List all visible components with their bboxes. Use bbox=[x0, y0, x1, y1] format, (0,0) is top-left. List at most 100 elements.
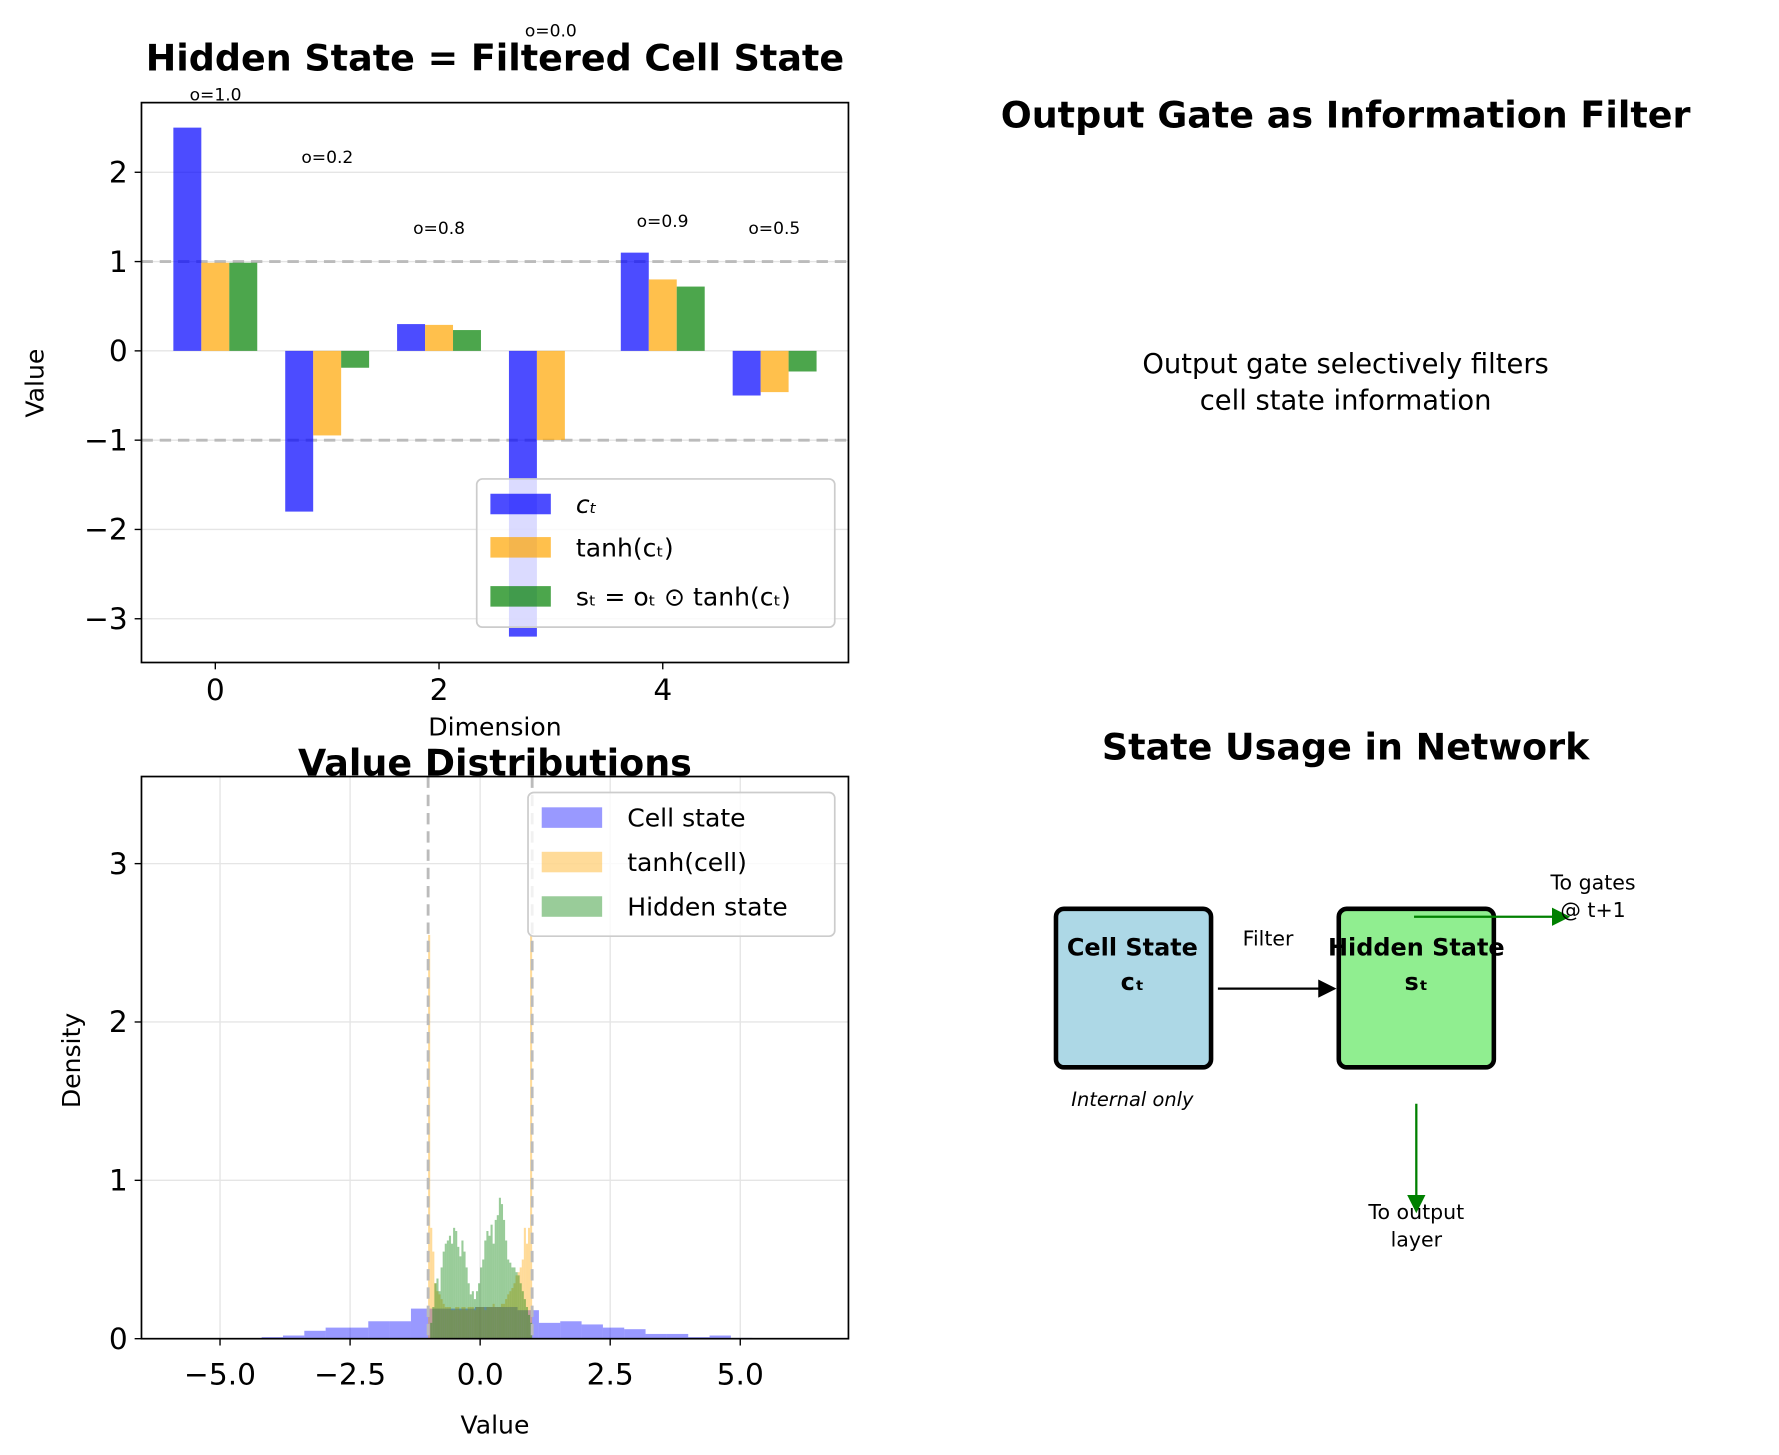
hist-bin-2-44 bbox=[519, 1283, 522, 1339]
hist-bin-1-17 bbox=[463, 1307, 466, 1339]
bar-chart: 210−1−2−30 2 4 o=1.0o=0.2o=0.8o=0.0o=0.9 o=… bbox=[20, 21, 850, 741]
bar-ytick-label: 2 bbox=[109, 155, 128, 190]
hist-bin-0-19 bbox=[666, 1333, 689, 1339]
hist-bin-1-28 bbox=[486, 1307, 489, 1339]
state-diagram: State Usage in Network Cell State cₜ Int… bbox=[1053, 725, 1636, 1251]
hist-bin-1-39 bbox=[509, 1291, 512, 1339]
hist-bin-2-18 bbox=[465, 1267, 468, 1339]
hist-bin-2-1 bbox=[430, 1322, 433, 1339]
hist-bin-1-4 bbox=[436, 1291, 439, 1339]
histogram-chart: 0 1 2 3 −5.0 −2.5 0.0 2.5 5.0 Cell state tanh(ce… bbox=[57, 775, 850, 1439]
hist-bin-1-45 bbox=[521, 1259, 524, 1339]
hist-bin-2-4 bbox=[436, 1278, 439, 1339]
bar-ytick-label: −1 bbox=[84, 422, 128, 457]
legend-swatch-tanh bbox=[541, 851, 603, 873]
hist-bin-1-5 bbox=[438, 1294, 441, 1339]
hist-bin-2-8 bbox=[444, 1243, 447, 1339]
hist-bin-1-2 bbox=[432, 1251, 435, 1339]
legend-label-cell: Cell state bbox=[627, 804, 745, 833]
hist-bin-2-11 bbox=[451, 1243, 454, 1339]
hist-bin-1-27 bbox=[484, 1310, 487, 1339]
hist-bin-1-20 bbox=[469, 1307, 472, 1339]
bar-xlabel: Dimension bbox=[428, 712, 561, 741]
hist-bin-1-1 bbox=[430, 1227, 433, 1339]
legend-swatch-ct bbox=[490, 493, 551, 515]
hist-bin-0-9 bbox=[453, 1308, 475, 1339]
hist-bin-2-46 bbox=[523, 1299, 526, 1339]
hist-ylabel: Density bbox=[57, 1013, 86, 1108]
hist-bin-1-36 bbox=[503, 1303, 506, 1339]
bar-legend: cₜ tanh(cₜ) sₜ = oₜ ⊙ tanh(cₜ) bbox=[475, 478, 836, 629]
filter-panel-title: Output Gate as Information Filter bbox=[1001, 94, 1691, 137]
hist-bin-0-1 bbox=[282, 1335, 305, 1339]
legend-box bbox=[527, 791, 836, 938]
cell-state-note: Internal only bbox=[1071, 1088, 1194, 1111]
hist-bin-2-21 bbox=[471, 1291, 474, 1339]
bar-ytick-label: 0 bbox=[109, 333, 128, 368]
hist-bin-1-48 bbox=[527, 1227, 531, 1339]
hist-bin-1-24 bbox=[478, 1307, 481, 1339]
hist-bin-0-16 bbox=[602, 1327, 625, 1339]
hist-ytick-label: 1 bbox=[109, 1163, 128, 1198]
to-gates-label-1: To gates bbox=[1550, 870, 1636, 894]
hist-ytick-label: 0 bbox=[109, 1321, 128, 1356]
hist-bin-2-38 bbox=[507, 1259, 510, 1339]
hist-bin-2-39 bbox=[509, 1262, 512, 1339]
hist-bin-2-9 bbox=[446, 1240, 449, 1339]
hist-bin-1-14 bbox=[457, 1307, 460, 1339]
hist-bin-2-7 bbox=[442, 1251, 445, 1339]
bar-1-4 bbox=[648, 279, 677, 351]
hist-legend: Cell state tanh(cell) Hidden state bbox=[527, 791, 836, 938]
hist-bin-1-43 bbox=[517, 1272, 520, 1339]
hist-bin-1-7 bbox=[442, 1303, 445, 1339]
hist-ticks: 0 1 2 3 −5.0 −2.5 0.0 2.5 5.0 bbox=[109, 846, 764, 1391]
hist-bin-1-40 bbox=[511, 1288, 514, 1339]
hist-bin-0-8 bbox=[432, 1308, 454, 1339]
hist-bin-0-4 bbox=[346, 1327, 369, 1339]
hist-bin-2-40 bbox=[511, 1267, 514, 1339]
hist-bin-0-11 bbox=[496, 1307, 518, 1339]
hist-axes-frame bbox=[140, 775, 850, 1340]
hidden-state-symbol: sₜ bbox=[1405, 968, 1429, 996]
hist-bin-1-32 bbox=[494, 1307, 497, 1339]
hist-bin-1-29 bbox=[488, 1307, 491, 1339]
hist-bin-2-28 bbox=[486, 1231, 489, 1339]
hist-bin-2-29 bbox=[488, 1235, 491, 1339]
gate-annotation: o=0.2 bbox=[301, 148, 353, 168]
bar-ytick-label: −3 bbox=[84, 601, 128, 636]
legend-label-tanh: tanh(cₜ) bbox=[576, 533, 674, 562]
to-output-label-1: To output bbox=[1367, 1200, 1464, 1224]
bar-xtick-label: 2 bbox=[430, 672, 449, 707]
hist-bin-1-25 bbox=[480, 1307, 483, 1339]
to-gates-label-2: @ t+1 bbox=[1560, 898, 1625, 922]
bar-2-4 bbox=[676, 286, 705, 351]
hist-bin-2-12 bbox=[453, 1227, 456, 1339]
hist-bin-2-36 bbox=[503, 1219, 506, 1339]
bar-title: Hidden State = Filtered Cell State bbox=[146, 37, 844, 80]
hist-bin-2-41 bbox=[513, 1267, 516, 1339]
bar-axes-frame bbox=[140, 101, 850, 664]
hist-bin-1-38 bbox=[507, 1294, 510, 1339]
hist-bin-0-13 bbox=[538, 1322, 561, 1339]
hidden-state-label: Hidden State bbox=[1328, 934, 1505, 962]
legend-label-st: sₜ = oₜ ⊙ tanh(cₜ) bbox=[576, 582, 791, 611]
hist-bin-2-23 bbox=[475, 1291, 479, 1339]
hist-bin-1-37 bbox=[505, 1299, 508, 1339]
legend-label-ct: cₜ bbox=[576, 490, 597, 519]
gate-annotation: o=0.8 bbox=[413, 219, 465, 239]
hist-bin-2-5 bbox=[438, 1291, 441, 1339]
hist-bin-0-3 bbox=[325, 1327, 347, 1339]
hist-bin-2-20 bbox=[469, 1294, 472, 1339]
hist-bin-2-37 bbox=[505, 1240, 508, 1339]
legend-swatch-tanh bbox=[490, 537, 551, 558]
hist-bin-1-49 bbox=[530, 934, 533, 1339]
hist-bin-2-27 bbox=[484, 1240, 487, 1339]
bar-0-5 bbox=[732, 350, 761, 396]
hist-bin-2-19 bbox=[467, 1283, 470, 1339]
bar-1-3 bbox=[536, 350, 565, 440]
hist-bin-2-48 bbox=[527, 1314, 531, 1339]
bar-reference-lines bbox=[141, 260, 849, 442]
bar-2-0 bbox=[229, 262, 258, 351]
bar-xtick-label: 4 bbox=[653, 672, 672, 707]
